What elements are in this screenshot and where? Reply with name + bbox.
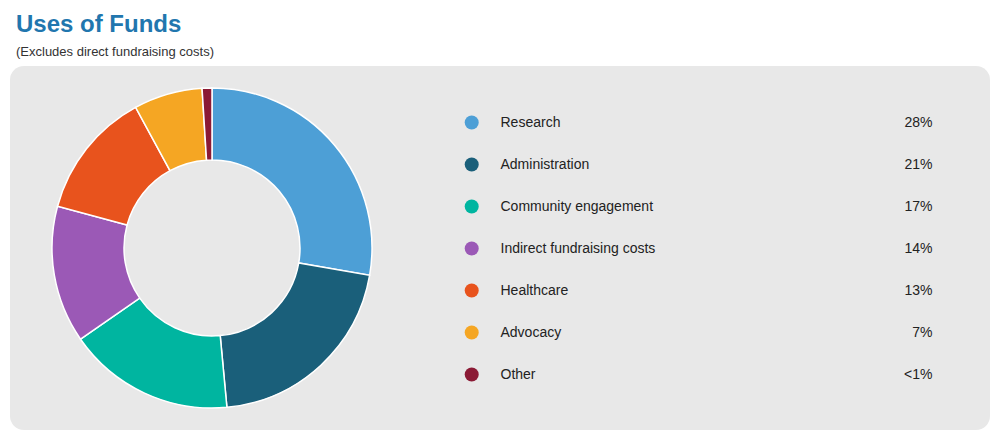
svg-text:Research: Research: [501, 114, 561, 130]
svg-text:Other: Other: [501, 366, 536, 382]
svg-text:<1%: <1%: [904, 366, 932, 382]
svg-text:Administration: Administration: [501, 156, 590, 172]
html-text:(Excludes direct fundraising c: (Excludes direct fundraising costs): [16, 44, 214, 59]
svg-text:Healthcare: Healthcare: [501, 282, 569, 298]
svg-text:Community engagement: Community engagement: [501, 198, 654, 214]
svg-text:17%: 17%: [904, 198, 932, 214]
html-text:Uses of Funds: Uses of Funds: [16, 10, 182, 37]
svg-text:21%: 21%: [904, 156, 932, 172]
svg-text:14%: 14%: [904, 240, 932, 256]
svg-text:Indirect fundraising costs: Indirect fundraising costs: [501, 240, 656, 256]
svg-text:7%: 7%: [912, 324, 932, 340]
svg-text:28%: 28%: [904, 114, 932, 130]
svg-text:Advocacy: Advocacy: [501, 324, 562, 340]
svg-text:13%: 13%: [904, 282, 932, 298]
